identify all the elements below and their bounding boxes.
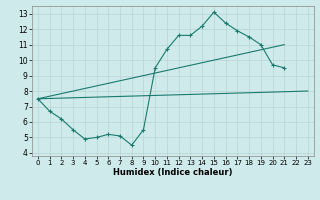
X-axis label: Humidex (Indice chaleur): Humidex (Indice chaleur) <box>113 168 233 177</box>
